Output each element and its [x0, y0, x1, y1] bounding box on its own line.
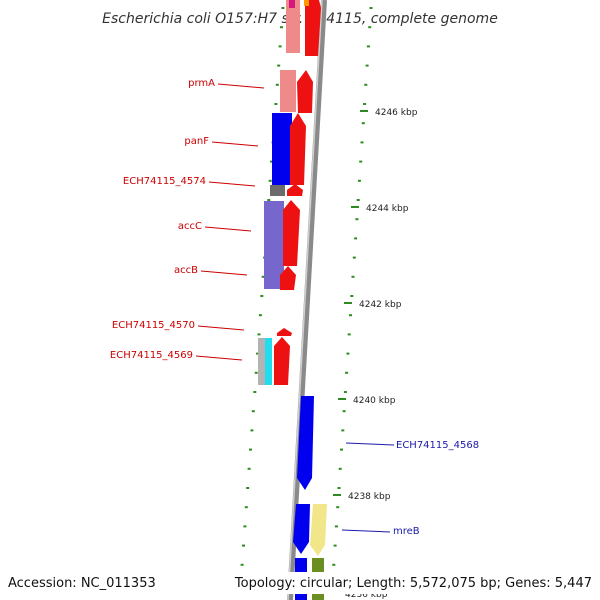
feature-block	[272, 113, 292, 185]
gene-label-ECH74115_4569[interactable]: ECH74115_4569	[110, 350, 193, 361]
gene-label-mreB[interactable]: mreB	[393, 526, 420, 537]
gene-label-ECH74115_4568[interactable]: ECH74115_4568	[396, 440, 479, 451]
feature-block	[286, 0, 300, 53]
label-leader	[345, 442, 395, 446]
kbp-label: 4244 kbp	[366, 204, 409, 214]
label-leader	[200, 270, 248, 276]
kbp-label: 4242 kbp	[359, 300, 402, 310]
cds-arrow	[305, 0, 321, 56]
label-leader	[217, 83, 265, 89]
label-leader	[208, 181, 256, 187]
cds-arrow	[290, 113, 306, 185]
right-gene-labels: ECH74115_4568 mreB	[341, 440, 479, 537]
genome-backbone-highlight	[287, 0, 323, 600]
gene-label-ECH74115_4574[interactable]: ECH74115_4574	[123, 176, 206, 187]
inner-tick-ring	[239, 7, 285, 585]
gene-label-accB[interactable]: accB	[174, 265, 198, 276]
feature-block	[270, 185, 285, 196]
kbp-tick-labels: 4246 kbp 4244 kbp 4242 kbp 4240 kbp 4238…	[333, 108, 418, 600]
label-leader	[195, 355, 243, 361]
gene-label-prmA[interactable]: prmA	[188, 78, 215, 89]
cds-arrow	[274, 337, 290, 385]
label-leader	[211, 141, 259, 147]
cds-arrow	[283, 200, 300, 266]
feature-block	[258, 338, 265, 385]
cds-arrow	[297, 396, 314, 490]
gene-label-accC[interactable]: accC	[178, 221, 202, 232]
label-leader	[341, 529, 391, 533]
topology-summary-text: Topology: circular; Length: 5,572,075 bp…	[234, 576, 592, 591]
genome-backbone	[287, 0, 327, 600]
feature-block	[289, 0, 295, 8]
cds-arrow	[280, 266, 296, 290]
feature-block	[280, 70, 296, 112]
cds-arrow	[310, 504, 327, 556]
label-leader	[197, 325, 245, 331]
label-leader	[204, 226, 252, 232]
kbp-label: 4238 kbp	[348, 492, 391, 502]
reverse-cds-track	[293, 396, 327, 556]
gene-label-panF[interactable]: panF	[184, 136, 209, 147]
cds-arrow	[297, 70, 313, 113]
left-gene-labels: prmA panF ECH74115_4574 accC accB ECH741…	[110, 78, 265, 361]
feature-block	[264, 201, 284, 289]
feature-block	[265, 338, 272, 385]
forward-cds-track	[274, 0, 321, 385]
cds-arrow	[277, 328, 292, 336]
cds-arrow-cap	[304, 0, 309, 6]
kbp-label: 4236 kbp	[345, 590, 388, 600]
gene-label-ECH74115_4570[interactable]: ECH74115_4570	[112, 320, 195, 331]
cds-arrow	[293, 504, 310, 554]
kbp-label: 4246 kbp	[375, 108, 418, 118]
cds-arrow	[287, 184, 303, 196]
outer-tick-ring	[331, 7, 373, 585]
footer-backdrop	[0, 572, 600, 594]
accession-text: Accession: NC_011353	[8, 576, 156, 591]
kbp-label: 4240 kbp	[353, 396, 396, 406]
